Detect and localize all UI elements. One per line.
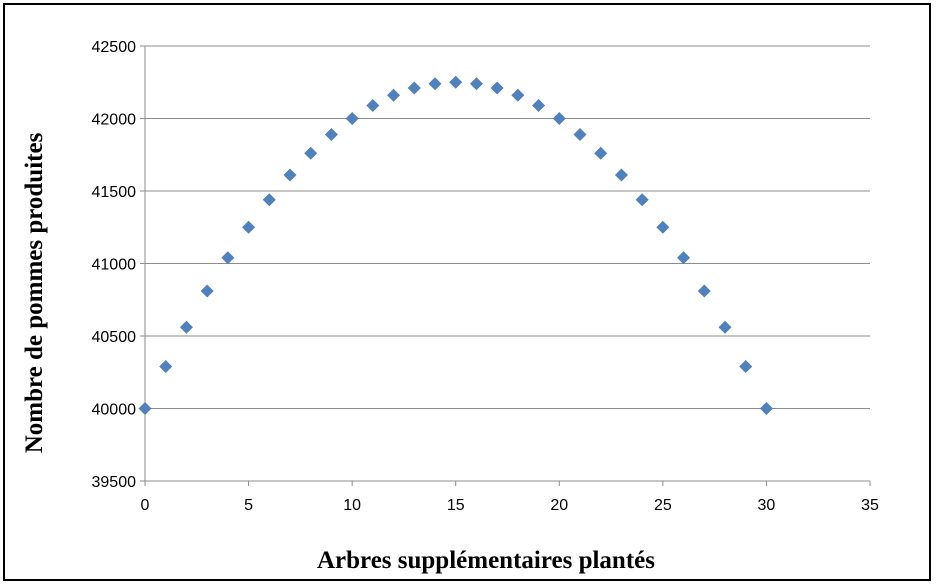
data-point [366, 98, 380, 112]
data-point [387, 88, 401, 102]
data-point [469, 77, 483, 91]
x-tick-label: 10 [343, 497, 361, 514]
data-point [635, 193, 649, 207]
y-tick-label: 39500 [92, 474, 137, 491]
gridlines [145, 45, 870, 409]
x-tick-labels: 0 5 10 15 20 25 30 35 [141, 497, 879, 514]
data-point [138, 402, 152, 415]
data-point [573, 127, 587, 141]
data-point [221, 251, 235, 265]
data-point [262, 193, 276, 207]
data-point [656, 220, 670, 234]
x-tick-label: 35 [861, 497, 879, 514]
data-point [552, 112, 566, 125]
scatter-chart: 39500 40000 40500 41000 41500 42000 42500 0 5 10… [21, 39, 879, 574]
y-tick-label: 40000 [92, 402, 137, 419]
data-point [304, 146, 318, 160]
data-point [759, 402, 773, 415]
data-point [594, 146, 608, 160]
x-tick-label: 15 [447, 497, 465, 514]
data-point [739, 359, 753, 373]
data-point [532, 98, 546, 112]
data-point [511, 88, 525, 102]
y-tick-label: 40500 [92, 329, 137, 346]
data-point [449, 75, 463, 89]
data-point [407, 81, 421, 95]
data-point [697, 284, 711, 298]
y-tick-label: 41500 [92, 184, 137, 201]
y-tick-label: 42000 [92, 112, 137, 129]
data-point [242, 220, 256, 234]
data-point [428, 77, 442, 91]
y-tick-label: 41000 [92, 257, 137, 274]
x-tick-label: 5 [244, 497, 253, 514]
axes [140, 45, 871, 486]
data-points [138, 75, 773, 415]
y-tick-labels: 39500 40000 40500 41000 41500 42000 42500 [92, 39, 137, 491]
chart-frame: 39500 40000 40500 41000 41500 42000 42500 0 5 10… [3, 3, 931, 581]
x-tick-label: 20 [550, 497, 568, 514]
data-point [159, 359, 173, 373]
data-point [283, 168, 297, 182]
x-axis-title: Arbres supplémentaires plantés [317, 547, 655, 574]
data-point [614, 168, 628, 182]
x-tick-label: 0 [141, 497, 150, 514]
data-point [718, 320, 732, 334]
y-tick-label: 42500 [92, 39, 137, 56]
y-axis-title: Nombre de pommes produites [21, 132, 48, 453]
data-point [179, 320, 193, 334]
x-tick-label: 30 [758, 497, 776, 514]
data-point [677, 251, 691, 265]
data-point [200, 284, 214, 298]
data-point [490, 81, 504, 95]
data-point [324, 127, 338, 141]
x-tick-label: 25 [654, 497, 672, 514]
data-point [345, 112, 359, 125]
